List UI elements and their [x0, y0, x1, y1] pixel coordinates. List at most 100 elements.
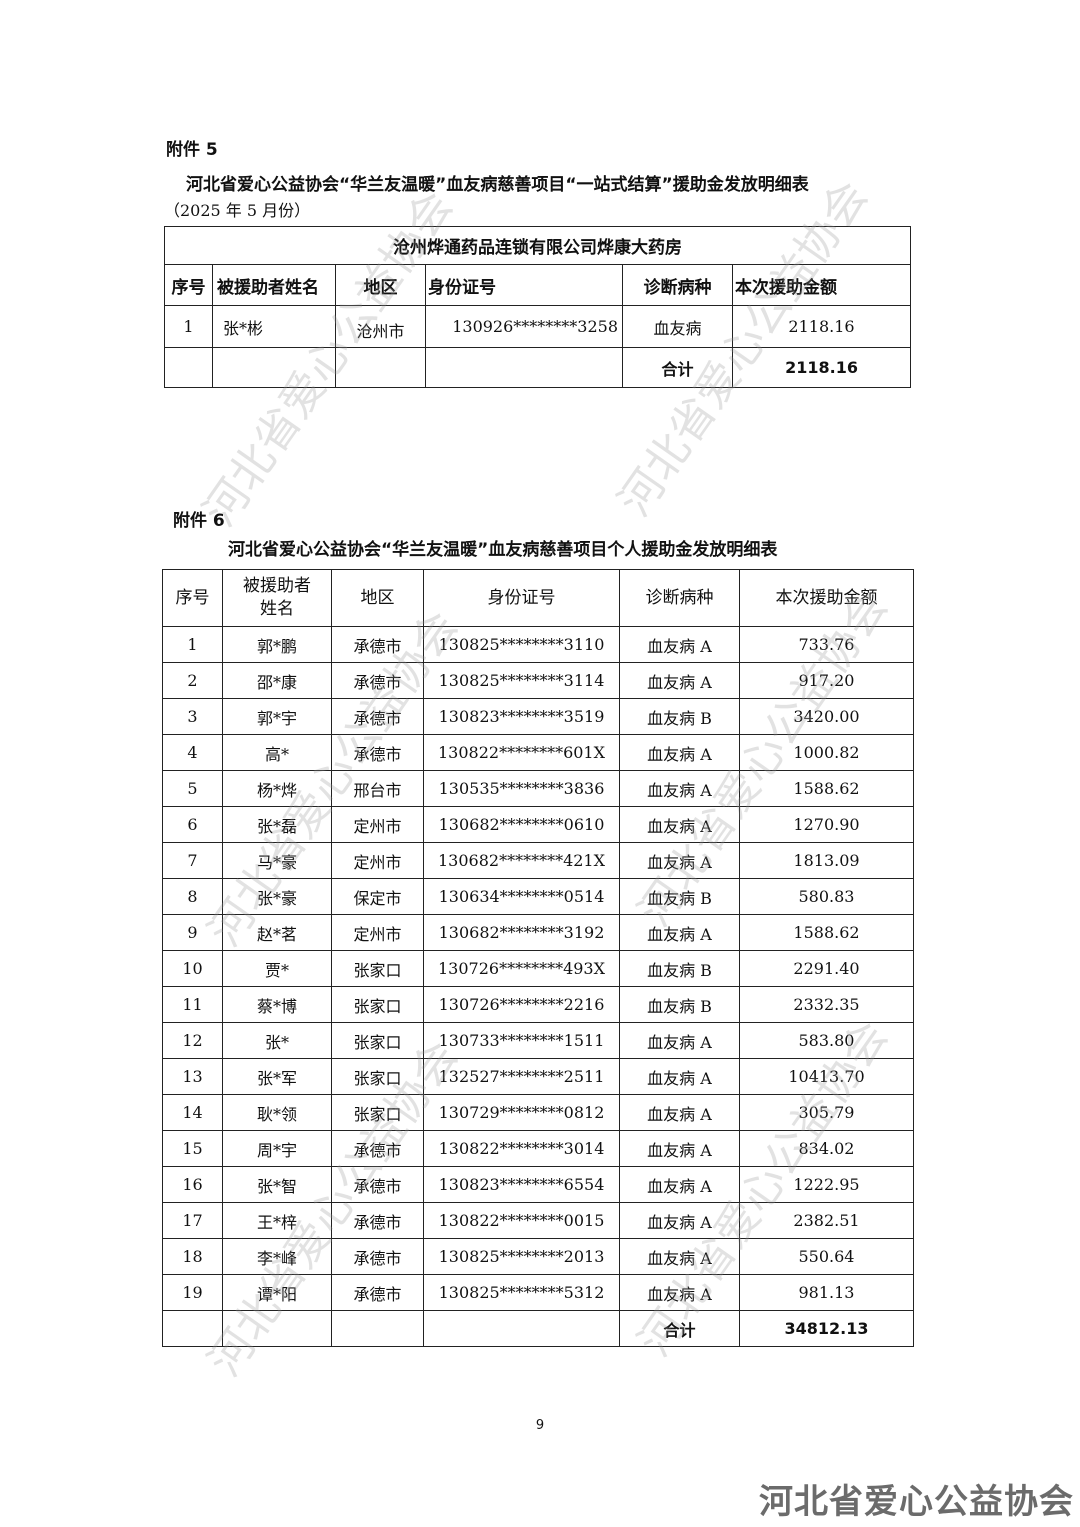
cell-id: 130822********3014 [423, 1130, 620, 1167]
header-amount: 本次援助金额 [731, 264, 912, 306]
cell-name: 张*豪 [222, 878, 332, 915]
cell-name: 郭*宇 [222, 698, 332, 735]
cell-region: 沧州市 [335, 305, 426, 348]
total-label: 合计 [622, 347, 733, 388]
cell-region: 承德市 [331, 626, 424, 663]
table-row: 13 张*军 张家口 132527********2511 血友病 A 10413.70 [162, 1058, 914, 1095]
cell-region: 张家口 [331, 1094, 424, 1131]
table-row: 15 周*宇 承德市 130822********3014 血友病 A 834.02 [162, 1130, 914, 1167]
table-row: 1 张*彬 沧州市 130926********3258 血友病 2118.16 [164, 305, 912, 348]
cell-no: 4 [162, 734, 223, 771]
cell-id: 130726********2216 [423, 986, 620, 1023]
cell-id: 130825********2013 [423, 1238, 620, 1275]
cell-id: 132527********2511 [423, 1058, 620, 1095]
cell-no: 10 [162, 950, 223, 987]
cell-amount: 550.64 [739, 1238, 914, 1275]
header-name: 被援助者姓名 [222, 569, 332, 627]
header-disease: 诊断病种 [622, 264, 733, 306]
cell-name: 蔡*博 [222, 986, 332, 1023]
cell-no: 2 [162, 662, 223, 699]
cell-disease: 血友病 B [619, 698, 740, 735]
cell-disease: 血友病 A [619, 1238, 740, 1275]
annex5-table: 沧州烨通药品连锁有限公司烨康大药房 序号 被援助者姓名 地区 身份证号 诊断病种… [163, 226, 912, 388]
table-row: 7 马*豪 定州市 130682********421X 血友病 A 1813.09 [162, 842, 914, 879]
header-id: 身份证号 [423, 569, 620, 627]
cell-no: 6 [162, 806, 223, 843]
annex6-label: 附件 6 [173, 511, 225, 531]
cell-region: 张家口 [331, 986, 424, 1023]
cell-region: 张家口 [331, 950, 424, 987]
cell-no: 1 [162, 626, 223, 663]
cell-amount: 834.02 [739, 1130, 914, 1167]
total-amount: 34812.13 [739, 1310, 914, 1347]
header-name: 被援助者姓名 [212, 264, 336, 306]
cell-amount: 981.13 [739, 1274, 914, 1311]
table-row: 12 张* 张家口 130733********1511 血友病 A 583.80 [162, 1022, 914, 1059]
cell-id: 130682********0610 [423, 806, 620, 843]
cell-disease: 血友病 A [619, 1058, 740, 1095]
cell-region: 张家口 [331, 1022, 424, 1059]
cell-id: 130825********5312 [423, 1274, 620, 1311]
table-row: 10 贾* 张家口 130726********493X 血友病 B 2291.40 [162, 950, 914, 987]
cell-no: 16 [162, 1166, 223, 1203]
cell-name: 高* [222, 734, 332, 771]
cell-no: 5 [162, 770, 223, 807]
cell-name: 耿*领 [222, 1094, 332, 1131]
table-row: 16 张*智 承德市 130823********6554 血友病 A 1222.95 [162, 1166, 914, 1203]
table-row: 9 赵*茗 定州市 130682********3192 血友病 A 1588.62 [162, 914, 914, 951]
table-row: 3 郭*宇 承德市 130823********3519 血友病 B 3420.00 [162, 698, 914, 735]
cell-region: 承德市 [331, 1166, 424, 1203]
cell-disease: 血友病 B [619, 950, 740, 987]
cell-no: 9 [162, 914, 223, 951]
cell-no: 8 [162, 878, 223, 915]
cell-amount: 1813.09 [739, 842, 914, 879]
cell-name: 张* [222, 1022, 332, 1059]
cell-amount: 1588.62 [739, 914, 914, 951]
cell-no: 15 [162, 1130, 223, 1167]
table-row: 18 李*峰 承德市 130825********2013 血友病 A 550.64 [162, 1238, 914, 1275]
cell-disease: 血友病 A [619, 842, 740, 879]
table-row: 19 谭*阳 承德市 130825********5312 血友病 A 981.13 [162, 1274, 914, 1311]
cell-id: 130825********3114 [423, 662, 620, 699]
table-row: 2 邵*康 承德市 130825********3114 血友病 A 917.20 [162, 662, 914, 699]
cell-amount: 1000.82 [739, 734, 914, 771]
cell-disease: 血友病 A [619, 914, 740, 951]
cell-name: 张*军 [222, 1058, 332, 1095]
cell-id: 130825********3110 [423, 626, 620, 663]
cell-name: 张*彬 [212, 305, 336, 348]
table-row: 8 张*豪 保定市 130634********0514 血友病 B 580.83 [162, 878, 914, 915]
cell-disease: 血友病 A [619, 734, 740, 771]
cell-amount: 305.79 [739, 1094, 914, 1131]
cell-name: 杨*烨 [222, 770, 332, 807]
cell-id: 130535********3836 [423, 770, 620, 807]
cell-name: 贾* [222, 950, 332, 987]
table-row: 17 王*梓 承德市 130822********0015 血友病 A 2382.51 [162, 1202, 914, 1239]
table-row: 14 耿*领 张家口 130729********0812 血友病 A 305.79 [162, 1094, 914, 1131]
cell-no: 14 [162, 1094, 223, 1131]
cell-id: 130733********1511 [423, 1022, 620, 1059]
cell-name: 张*磊 [222, 806, 332, 843]
cell-region: 承德市 [331, 1238, 424, 1275]
cell-amount: 917.20 [739, 662, 914, 699]
cell-id: 130822********601X [423, 734, 620, 771]
cell-disease: 血友病 A [619, 626, 740, 663]
cell-name: 郭*鹏 [222, 626, 332, 663]
annex6-title: 河北省爱心公益协会“华兰友温暖”血友病慈善项目个人援助金发放明细表 [228, 540, 778, 560]
cell-disease: 血友病 A [619, 1274, 740, 1311]
cell-disease: 血友病 A [619, 1166, 740, 1203]
cell-region: 承德市 [331, 1202, 424, 1239]
cell-id: 130634********0514 [423, 878, 620, 915]
cell-disease: 血友病 A [619, 770, 740, 807]
table-row: 11 蔡*博 张家口 130726********2216 血友病 B 2332.35 [162, 986, 914, 1023]
header-region: 地区 [331, 569, 424, 627]
total-amount: 2118.16 [731, 347, 912, 388]
header-disease: 诊断病种 [619, 569, 740, 627]
cell-amount: 1270.90 [739, 806, 914, 843]
cell-region: 定州市 [331, 842, 424, 879]
cell-disease: 血友病 A [619, 1094, 740, 1131]
total-row: 合计 34812.13 [162, 1310, 914, 1347]
cell-region: 承德市 [331, 698, 424, 735]
cell-name: 王*梓 [222, 1202, 332, 1239]
cell-region: 张家口 [331, 1058, 424, 1095]
cell-no: 13 [162, 1058, 223, 1095]
